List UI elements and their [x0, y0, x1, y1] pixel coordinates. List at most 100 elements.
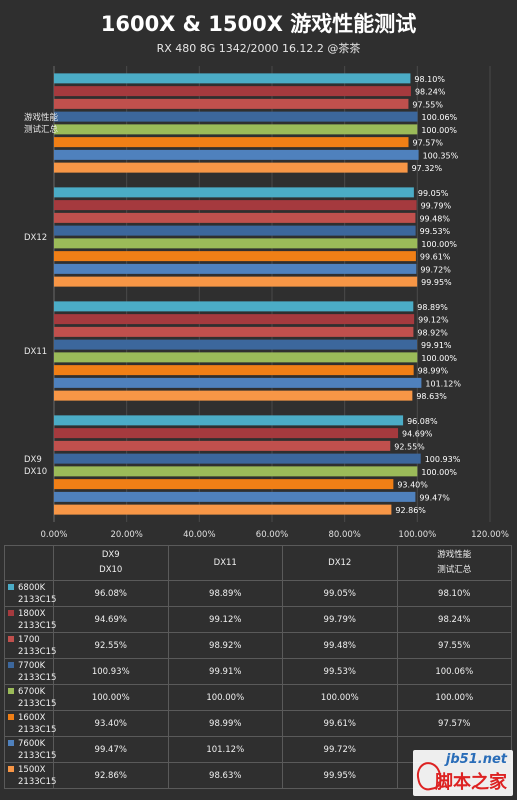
- x-tick-label: 120.00%: [471, 530, 509, 540]
- data-label: 99.53%: [420, 227, 451, 236]
- data-label: 97.55%: [412, 100, 443, 109]
- data-label: 96.08%: [407, 417, 438, 426]
- bar: [54, 238, 418, 249]
- legend-entry-text: 7700K: [18, 660, 46, 671]
- data-label: 93.40%: [397, 481, 428, 490]
- data-label: 94.69%: [402, 430, 433, 439]
- data-label: 98.10%: [414, 75, 445, 84]
- table-cell: 100.00%: [53, 684, 169, 711]
- legend-entry-line: 7700K: [8, 660, 53, 672]
- table-cell: 96.08%: [53, 580, 169, 607]
- category-label: 测试汇总: [24, 124, 59, 135]
- bar: [54, 440, 391, 451]
- table-cell: 99.95%: [282, 762, 398, 789]
- table-cell: 98.10%: [396, 580, 512, 607]
- bar: [54, 263, 417, 274]
- legend-entry-text: 1700: [18, 634, 40, 645]
- legend-swatch: [8, 610, 14, 616]
- bar: [54, 314, 415, 325]
- bar: [54, 453, 421, 464]
- table-cell: 94.69%: [53, 606, 169, 633]
- x-tick-label: 60.00%: [256, 530, 288, 540]
- table-cell: 99.79%: [282, 606, 398, 633]
- table-column-header-line: DX9: [101, 550, 120, 560]
- legend-swatch: [8, 766, 14, 772]
- bar: [54, 326, 414, 337]
- table-cell: 98.24%: [396, 606, 512, 633]
- table-cell: 97.57%: [396, 710, 512, 737]
- table-row-header: 1700 2133C15: [4, 632, 57, 659]
- data-label: 99.91%: [421, 341, 452, 350]
- table-cell: 99.05%: [282, 580, 398, 607]
- table-header-row: DX9 DX10 DX11 DX12 游戏性能 测试汇总: [4, 545, 512, 581]
- table-row: 1800X 2133C15 94.69% 99.12% 99.79% 98.24%: [4, 606, 512, 633]
- legend-entry-text: 2133C15: [18, 646, 57, 657]
- bar: [54, 124, 418, 135]
- x-tick-label: 0.00%: [40, 530, 67, 540]
- bar: [54, 504, 392, 515]
- data-label: 98.24%: [415, 88, 446, 97]
- data-label: 100.00%: [421, 354, 457, 363]
- legend-swatch: [8, 662, 14, 668]
- table-cell: 99.53%: [282, 658, 398, 685]
- table-column-header: DX11: [167, 545, 283, 581]
- data-label: 100.35%: [423, 151, 459, 160]
- legend-entry-text: 6700K: [18, 686, 46, 697]
- bar: [54, 491, 416, 502]
- bar: [54, 352, 418, 363]
- x-tick-label: 40.00%: [183, 530, 215, 540]
- legend-entry-line: 2133C15: [8, 776, 56, 788]
- data-label: 99.47%: [419, 493, 450, 502]
- table-cell: 99.61%: [282, 710, 398, 737]
- data-label: 100.00%: [421, 240, 457, 249]
- table-cell: 100.06%: [396, 658, 512, 685]
- table-cell: 92.55%: [53, 632, 169, 659]
- chart-title: 1600X & 1500X 游戏性能测试: [100, 12, 417, 36]
- x-tick-label: 100.00%: [398, 530, 436, 540]
- data-label: 100.00%: [421, 468, 457, 477]
- table-row-header: 1800X 2133C15: [4, 606, 56, 633]
- category-label: 游戏性能: [24, 112, 59, 123]
- legend-entry-line: 1800X: [8, 608, 53, 620]
- bar: [54, 212, 416, 223]
- data-label: 99.95%: [421, 278, 452, 287]
- legend-entry-text: 1600X: [18, 712, 46, 723]
- table-row: 6700K 2133C15 100.00% 100.00% 100.00% 100.00%: [4, 684, 512, 711]
- bar: [54, 479, 394, 490]
- table-cell: 98.89%: [167, 580, 283, 607]
- table-cell: 97.55%: [396, 632, 512, 659]
- legend-entry-text: 2133C15: [18, 672, 57, 683]
- table-cell: 99.12%: [167, 606, 283, 633]
- legend-entry-line: 2133C15: [8, 750, 57, 762]
- table-row-header: 6800K 2133C15: [4, 580, 56, 607]
- legend-entry-line: 2133C15: [8, 646, 57, 658]
- table-cell: 98.99%: [167, 710, 283, 737]
- table-row: 7700K 2133C15 100.93% 99.91% 99.53% 100.06%: [4, 658, 512, 685]
- watermark-name: 脚本之家: [435, 772, 507, 793]
- data-label: 98.63%: [416, 392, 447, 401]
- table-corner-cell: [4, 545, 54, 581]
- bar: [54, 301, 414, 312]
- data-label: 99.05%: [418, 189, 449, 198]
- table-row-header: 1600X 2133C15: [4, 710, 56, 737]
- table-cell: 98.63%: [167, 762, 283, 789]
- table-cell: 100.93%: [53, 658, 169, 685]
- table-column-header: DX9 DX10: [53, 545, 169, 581]
- data-label: 97.57%: [413, 139, 444, 148]
- legend-entry-text: 2133C15: [18, 750, 57, 761]
- table-column-header: DX12: [282, 545, 398, 581]
- bar: [54, 466, 418, 477]
- data-label: 99.48%: [419, 214, 450, 223]
- data-label: 100.06%: [422, 113, 458, 122]
- table-row: 1700 2133C15 92.55% 98.92% 99.48% 97.55%: [4, 632, 512, 659]
- data-label: 99.12%: [418, 316, 449, 325]
- bar: [54, 149, 419, 160]
- category-label: DX11: [24, 347, 47, 357]
- legend-entry-line: 2133C15: [8, 698, 56, 710]
- watermark-url: jb51.net: [445, 752, 507, 767]
- table-cell: 93.40%: [53, 710, 169, 737]
- x-tick-label: 80.00%: [328, 530, 360, 540]
- bar: [54, 137, 409, 148]
- legend-entry-line: 6800K: [8, 582, 53, 594]
- bar: [54, 251, 416, 262]
